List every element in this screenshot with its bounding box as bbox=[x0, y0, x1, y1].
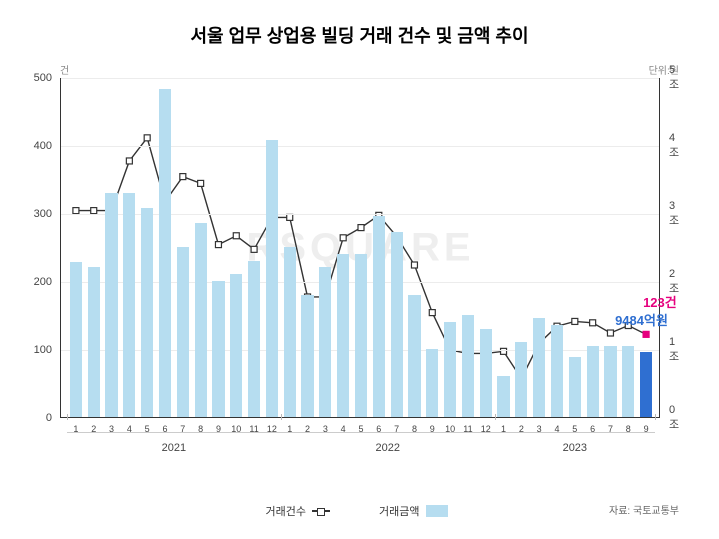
ytick-right: 4조 bbox=[669, 132, 679, 160]
bar bbox=[88, 267, 100, 417]
callout-amount: 9484억원 bbox=[615, 310, 668, 329]
count-marker bbox=[215, 242, 221, 248]
bar bbox=[515, 342, 527, 417]
xtick-year: 2022 bbox=[375, 442, 399, 454]
count-marker bbox=[144, 135, 150, 141]
ytick-right: 5조 bbox=[669, 64, 679, 92]
ytick-left: 100 bbox=[34, 344, 52, 356]
legend-count-label: 거래건수 bbox=[265, 503, 305, 519]
bar bbox=[248, 261, 260, 417]
bar bbox=[444, 322, 456, 417]
count-marker bbox=[590, 320, 596, 326]
ytick-left: 200 bbox=[34, 276, 52, 288]
xtick-year: 2023 bbox=[563, 442, 587, 454]
count-marker bbox=[126, 158, 132, 164]
bar bbox=[408, 295, 420, 417]
count-marker bbox=[411, 262, 417, 268]
ytick-left: 500 bbox=[34, 72, 52, 84]
y-left-unit: 건 bbox=[60, 62, 69, 77]
bar bbox=[497, 376, 509, 417]
ytick-right: 3조 bbox=[669, 200, 679, 228]
ytick-left: 400 bbox=[34, 140, 52, 152]
bar bbox=[426, 349, 438, 417]
bar bbox=[212, 281, 224, 417]
xtick-year: 2021 bbox=[162, 442, 186, 454]
gridline bbox=[61, 78, 660, 79]
bar bbox=[373, 216, 385, 417]
ytick-right: 1조 bbox=[669, 336, 679, 364]
source-label: 자료: 국토교통부 bbox=[609, 502, 679, 517]
legend-amount-swatch-icon bbox=[426, 505, 448, 517]
count-marker bbox=[287, 214, 293, 220]
bar bbox=[337, 254, 349, 417]
chart-title: 서울 업무 상업용 빌딩 거래 건수 및 금액 추이 bbox=[0, 22, 719, 48]
bar bbox=[230, 274, 242, 417]
bar bbox=[640, 352, 652, 417]
bar bbox=[551, 325, 563, 417]
bar bbox=[622, 346, 634, 417]
count-marker bbox=[91, 208, 97, 214]
plot-area: RSQUARE 01002003004005000조1조2조3조4조5조1234… bbox=[60, 78, 660, 418]
bar bbox=[195, 223, 207, 417]
count-marker bbox=[233, 233, 239, 239]
ytick-left: 0 bbox=[46, 412, 52, 424]
bar bbox=[533, 318, 545, 417]
count-marker bbox=[607, 330, 613, 336]
bar bbox=[319, 267, 331, 417]
bar bbox=[355, 254, 367, 417]
count-marker bbox=[180, 174, 186, 180]
count-marker bbox=[358, 225, 364, 231]
bar bbox=[301, 295, 313, 417]
count-marker bbox=[251, 246, 257, 252]
chart-container: 서울 업무 상업용 빌딩 거래 건수 및 금액 추이 건 단위:원 RSQUAR… bbox=[0, 0, 719, 539]
legend-count-marker-icon bbox=[312, 510, 330, 512]
count-marker bbox=[73, 208, 79, 214]
bar bbox=[587, 346, 599, 417]
count-marker bbox=[572, 318, 578, 324]
bar bbox=[177, 247, 189, 417]
bar bbox=[284, 247, 296, 417]
bar bbox=[105, 193, 117, 417]
bar bbox=[159, 89, 171, 417]
gridline bbox=[61, 146, 660, 147]
count-marker bbox=[198, 180, 204, 186]
bar bbox=[391, 232, 403, 417]
bar bbox=[569, 357, 581, 417]
bar bbox=[141, 208, 153, 417]
bar bbox=[70, 262, 82, 417]
bar bbox=[266, 140, 278, 417]
bar bbox=[123, 193, 135, 417]
count-marker bbox=[429, 310, 435, 316]
bar bbox=[462, 315, 474, 417]
legend-amount: 거래금액 bbox=[379, 503, 453, 519]
ytick-right: 0조 bbox=[669, 404, 679, 432]
legend-amount-label: 거래금액 bbox=[379, 503, 419, 519]
count-marker bbox=[340, 235, 346, 241]
count-marker bbox=[643, 331, 649, 337]
ytick-left: 300 bbox=[34, 208, 52, 220]
callout-count: 123건 bbox=[643, 292, 677, 311]
bar bbox=[604, 346, 616, 417]
legend-count: 거래건수 bbox=[265, 503, 335, 519]
bar bbox=[480, 329, 492, 417]
